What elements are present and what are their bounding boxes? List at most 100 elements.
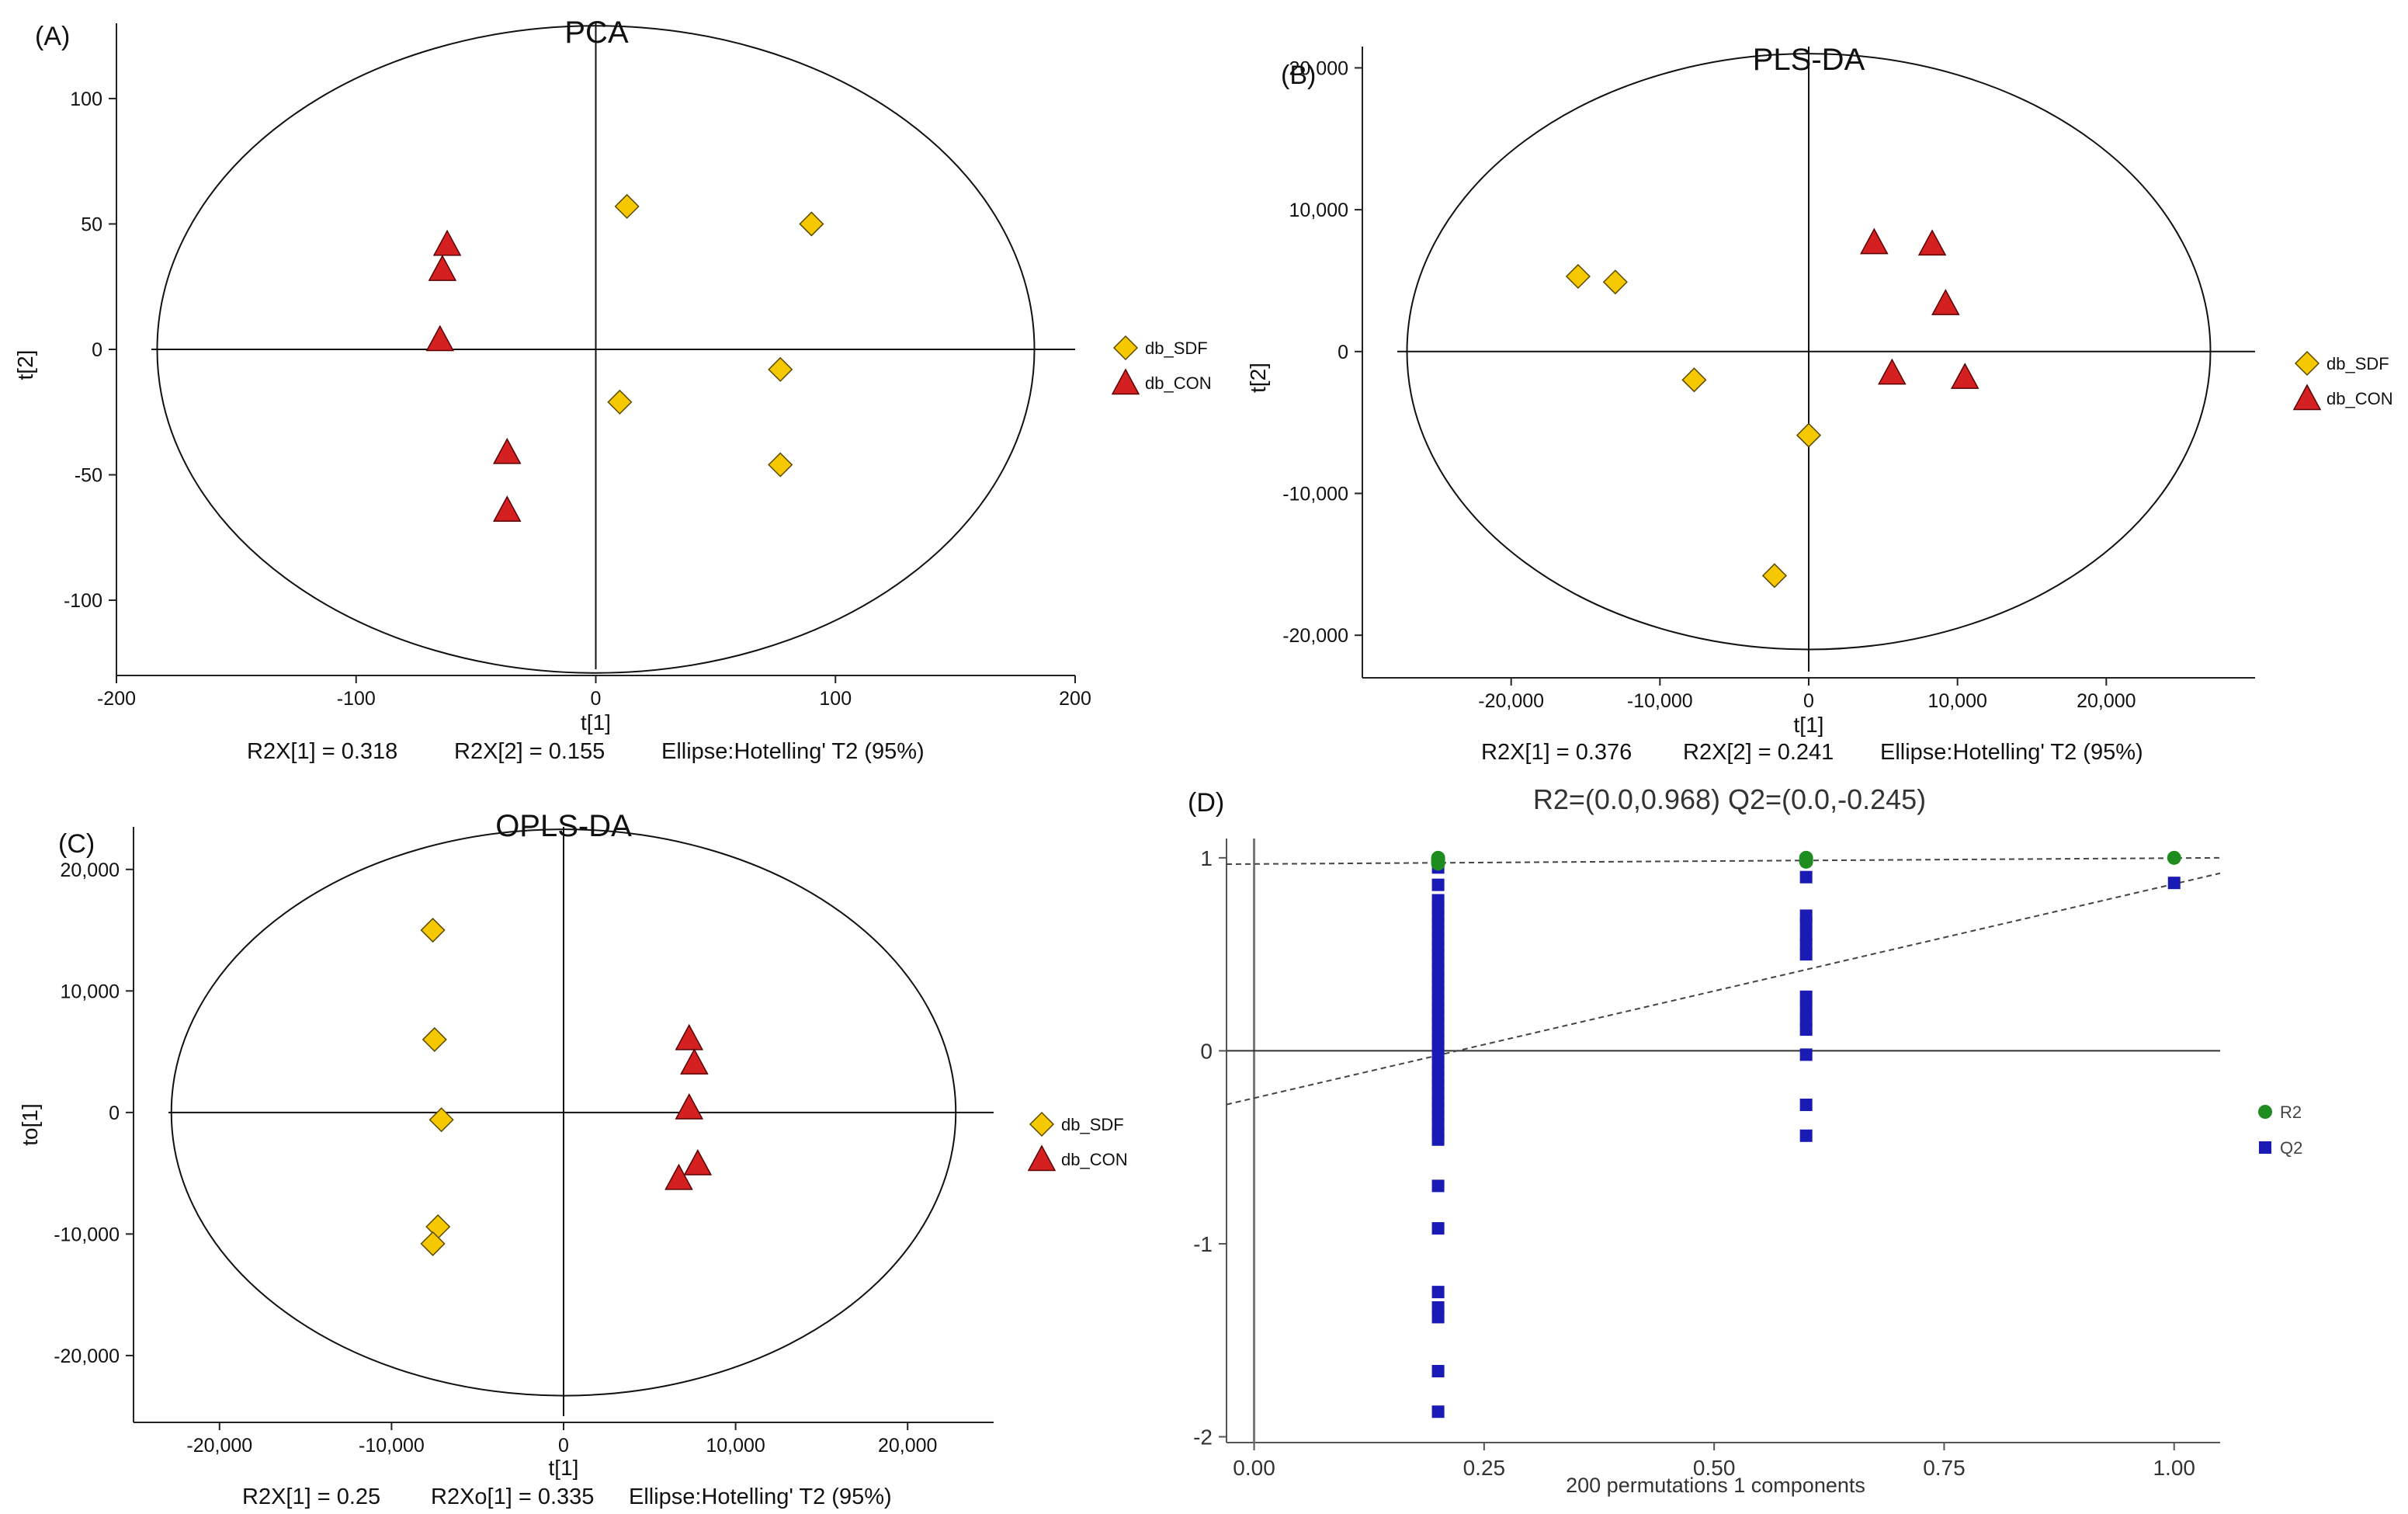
data-point	[1431, 1405, 1445, 1419]
data-point	[1602, 269, 1628, 295]
legend-label: R2	[2280, 1103, 2302, 1122]
data-point	[1799, 1002, 1813, 1015]
x-tick-label: 0	[591, 688, 602, 710]
data-point	[1799, 990, 1813, 1003]
series-db_CON	[1860, 227, 1979, 389]
ellipse-stat: Ellipse:Hotelling' T2 (95%)	[1880, 740, 2143, 765]
x-tick-label: 20,000	[2077, 690, 2136, 712]
x-axis-label: t[1]	[1794, 713, 1824, 737]
data-point	[1799, 1048, 1813, 1061]
data-point	[1431, 1133, 1445, 1146]
data-point	[429, 1107, 454, 1133]
x-axis-label: t[1]	[581, 710, 611, 734]
panel-b: (B) PLS-DA-20,000 -10,000 0 10,000 20,000-20,…	[1246, 43, 2393, 765]
y-tick-label: 0	[1338, 342, 1348, 363]
data-point	[1761, 563, 1787, 589]
legend: R2 Q2	[2258, 1103, 2302, 1158]
x-tick-label: -20,000	[186, 1435, 252, 1457]
data-point	[1799, 1129, 1813, 1142]
r2x2-stat: R2X[2] = 0.241	[1683, 740, 1834, 765]
chart-title: PCA	[564, 16, 629, 50]
series-db_CON	[664, 1023, 713, 1190]
legend-marker	[2292, 384, 2322, 411]
legend: db_SDF db_CON	[2292, 350, 2393, 411]
x-tick-label: 0.75	[1923, 1456, 1966, 1480]
y-tick-label: 0	[109, 1103, 120, 1124]
data-point	[1796, 422, 1822, 448]
data-point	[614, 193, 640, 219]
data-point	[1799, 1099, 1813, 1112]
data-point	[1431, 1301, 1445, 1314]
r2x2-stat: R2X[2] = 0.155	[454, 739, 605, 764]
data-point	[1431, 1365, 1445, 1378]
data-point	[1931, 289, 1960, 315]
series-db_SDF	[607, 193, 824, 477]
panel-label: (B)	[1281, 61, 1316, 90]
data-point	[799, 211, 824, 237]
y-tick-label: 20,000	[1289, 57, 1348, 79]
data-point	[1799, 948, 1813, 961]
series-db_SDF	[420, 917, 454, 1256]
x-tick-label: -10,000	[1627, 690, 1693, 712]
data-point	[493, 495, 522, 522]
y-tick-label: 0	[1200, 1039, 1213, 1063]
x-tick-label: 10,000	[1927, 690, 1986, 712]
data-point	[675, 1093, 704, 1120]
ellipse-stat: Ellipse:Hotelling' T2 (95%)	[661, 739, 925, 764]
legend-marker	[1112, 335, 1139, 361]
x-tick-label: 0.25	[1463, 1456, 1506, 1480]
x-tick-label: 200	[1059, 688, 1091, 710]
hotelling-ellipse	[170, 828, 957, 1397]
r2x1-stat: R2X[1] = 0.318	[247, 739, 397, 764]
x-tick-label: 1.00	[2153, 1456, 2195, 1480]
data-point	[664, 1163, 693, 1190]
y-tick-label: -100	[64, 590, 102, 612]
data-point	[1431, 1311, 1445, 1324]
legend-marker	[1027, 1144, 1057, 1172]
legend-label: db_SDF	[1145, 339, 1208, 358]
data-point	[420, 917, 446, 943]
data-point	[1917, 229, 1947, 256]
data-point	[1431, 878, 1445, 891]
data-point	[493, 437, 522, 464]
legend-label: db_CON	[1145, 373, 1212, 393]
hotelling-ellipse	[1406, 53, 2212, 651]
data-point	[1860, 227, 1889, 255]
data-point	[1431, 1179, 1445, 1193]
legend-marker	[1111, 368, 1140, 395]
series-Q2	[1431, 861, 2181, 1419]
y-axis-label: t[2]	[13, 350, 37, 380]
legend-label: db_SDF	[1061, 1115, 1124, 1134]
ellipse-stat: Ellipse:Hotelling' T2 (95%)	[629, 1484, 892, 1509]
y-tick-label: 10,000	[61, 981, 120, 1002]
y-tick-label: 10,000	[1289, 200, 1348, 221]
panel-label: (D)	[1188, 788, 1224, 818]
data-point	[1799, 854, 1813, 869]
y-axis-label: t[2]	[1246, 363, 1270, 393]
data-point	[428, 255, 457, 281]
data-point	[1799, 870, 1813, 884]
data-point	[768, 356, 793, 382]
data-point	[1799, 1013, 1813, 1026]
data-point	[1950, 363, 1979, 389]
x-tick-label: 100	[819, 688, 852, 710]
legend: db_SDF db_CON	[1111, 335, 1212, 395]
data-point	[420, 1231, 446, 1256]
hotelling-ellipse	[156, 25, 1036, 674]
y-tick-label: 1	[1200, 846, 1213, 870]
data-point	[425, 325, 455, 352]
x-tick-label: 0	[558, 1435, 569, 1457]
y-tick-label: -10,000	[1282, 483, 1348, 505]
data-point	[607, 389, 633, 415]
x-tick-label: 20,000	[878, 1435, 937, 1457]
data-point	[422, 1026, 447, 1052]
series-R2	[1431, 850, 2181, 871]
regression-line-R2	[1226, 856, 2221, 866]
y-tick-label: -10,000	[54, 1224, 120, 1245]
data-point	[1681, 367, 1707, 393]
y-tick-label: -50	[75, 465, 102, 487]
x-axis-label: t[1]	[549, 1456, 579, 1480]
series-db_SDF	[1565, 263, 1822, 589]
data-point	[1799, 917, 1813, 930]
